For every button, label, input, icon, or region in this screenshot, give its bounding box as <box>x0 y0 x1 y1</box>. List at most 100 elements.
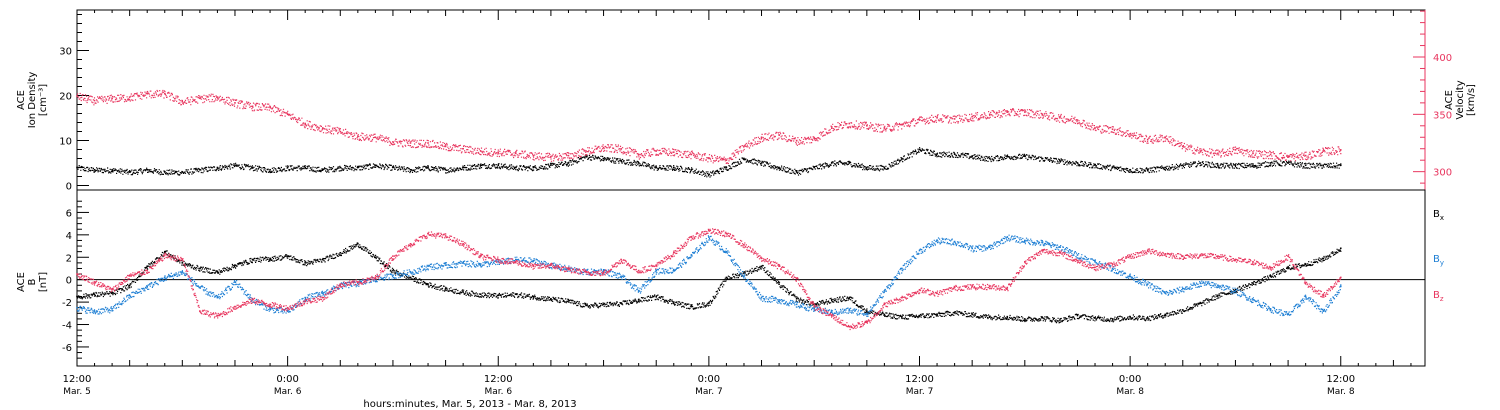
by-series-point <box>1041 241 1044 244</box>
b-axis-title-line: B <box>27 278 38 285</box>
velocity-axis-title-line: ACE <box>1444 90 1455 110</box>
x-axis: 12:00 Mar. 5 0:00 Mar. 6 12:00 Mar. 6 0:00 Mar.… <box>63 10 1412 397</box>
density-series <box>76 147 1342 178</box>
density-series-point <box>708 173 710 176</box>
legend-label-sub: z <box>1440 295 1444 303</box>
density-tick-label: 30 <box>59 47 72 58</box>
bx-series-point <box>76 295 78 298</box>
x-tick-day: Mar. 7 <box>695 387 723 397</box>
x-tick-time: 12:00 <box>484 374 513 385</box>
legend-label: By <box>1433 254 1444 267</box>
density-series-point <box>550 164 552 167</box>
by-series <box>76 234 1342 317</box>
by-series-point <box>304 296 306 299</box>
velocity-series-point <box>936 116 938 119</box>
density-series-point <box>111 168 113 171</box>
density-series-point <box>1094 164 1096 167</box>
x-tick-time: 0:00 <box>698 374 720 385</box>
velocity-series-point <box>1041 113 1044 116</box>
bx-series-point <box>637 299 640 301</box>
by-series-point <box>1304 295 1307 298</box>
bz-series-point <box>585 271 587 273</box>
velocity-series-point <box>515 152 517 155</box>
density-axis-title-line: ACE <box>16 90 27 110</box>
velocity-series-point <box>532 154 535 157</box>
by-series-point <box>672 268 675 271</box>
bz-series-point <box>830 314 833 317</box>
bx-series-point <box>1339 247 1342 250</box>
bz-series-point <box>1217 255 1219 257</box>
density-series-point <box>936 153 938 155</box>
b-tick-label: -4 <box>62 321 72 332</box>
by-series-trace <box>77 234 1342 317</box>
velocity-series-point <box>497 151 500 153</box>
velocity-series-point <box>76 95 78 97</box>
velocity-series-point <box>883 127 886 129</box>
velocity-series-point <box>1076 119 1079 121</box>
bx-series-point <box>830 299 833 301</box>
bx-series-point <box>392 269 394 272</box>
bx-series-point <box>128 284 131 287</box>
bx-series-point <box>146 265 149 268</box>
by-series-point <box>128 294 131 297</box>
by-series-point <box>1024 239 1026 242</box>
x-tick-time: 12:00 <box>63 374 92 385</box>
density-series-point <box>1252 164 1254 167</box>
by-series-point <box>1181 287 1184 290</box>
velocity-series-point <box>567 154 570 157</box>
density-series-point <box>1199 162 1202 164</box>
velocity-series-point <box>1269 153 1272 156</box>
bz-series-point <box>515 260 517 263</box>
by-series-point <box>620 275 622 278</box>
bz-series-point <box>532 265 535 268</box>
bx-series-point <box>357 243 359 245</box>
bx-series-point <box>339 251 342 254</box>
density-series-point <box>672 166 675 169</box>
x-tick-day: Mar. 6 <box>484 387 512 397</box>
velocity-series-point <box>93 99 96 102</box>
bx-series-point <box>778 283 780 285</box>
bz-series-point <box>163 254 166 256</box>
legend-label: Bx <box>1433 209 1444 222</box>
x-tick-day: Mar. 5 <box>63 387 91 397</box>
bz-series-point <box>146 269 149 272</box>
velocity-series-point <box>637 153 640 156</box>
bz-series-point <box>93 281 96 283</box>
by-series-point <box>1094 260 1096 263</box>
density-series-point <box>321 168 324 171</box>
by-series-point <box>181 271 184 273</box>
legend-label-sub: y <box>1440 259 1444 267</box>
by-series-point <box>1269 308 1272 310</box>
velocity-series-point <box>672 151 675 153</box>
by-series-point <box>146 285 149 288</box>
bx-series-point <box>743 272 745 274</box>
bx-series-point <box>655 295 658 298</box>
by-series-point <box>76 306 78 309</box>
bx-series-point <box>1287 266 1289 269</box>
legend-label-main: B <box>1433 254 1440 265</box>
bz-series-point <box>1252 260 1254 263</box>
b-tick-label: 2 <box>66 253 72 264</box>
bx-series-point <box>1269 275 1272 278</box>
bx-series-point <box>1076 314 1079 317</box>
bx-series-point <box>1094 316 1096 319</box>
x-tick-day: Mar. 8 <box>1116 387 1144 397</box>
bz-series-point <box>111 288 113 291</box>
velocity-series-point <box>357 135 359 137</box>
bz-series-point <box>374 276 377 279</box>
legend-label-main: B <box>1433 209 1440 220</box>
by-series-point <box>111 308 113 310</box>
velocity-series-point <box>216 96 219 98</box>
bx-series-point <box>497 294 500 297</box>
velocity-series-point <box>181 100 184 103</box>
bx-series-point <box>234 264 236 266</box>
bx-series-point <box>725 276 728 279</box>
velocity-series-point <box>146 92 149 95</box>
by-series-point <box>708 236 710 238</box>
bz-series-point <box>462 243 464 245</box>
b-axis-title-line: [nT] <box>38 272 49 292</box>
by-series-point <box>778 299 780 301</box>
legend-label-main: B <box>1433 290 1440 301</box>
